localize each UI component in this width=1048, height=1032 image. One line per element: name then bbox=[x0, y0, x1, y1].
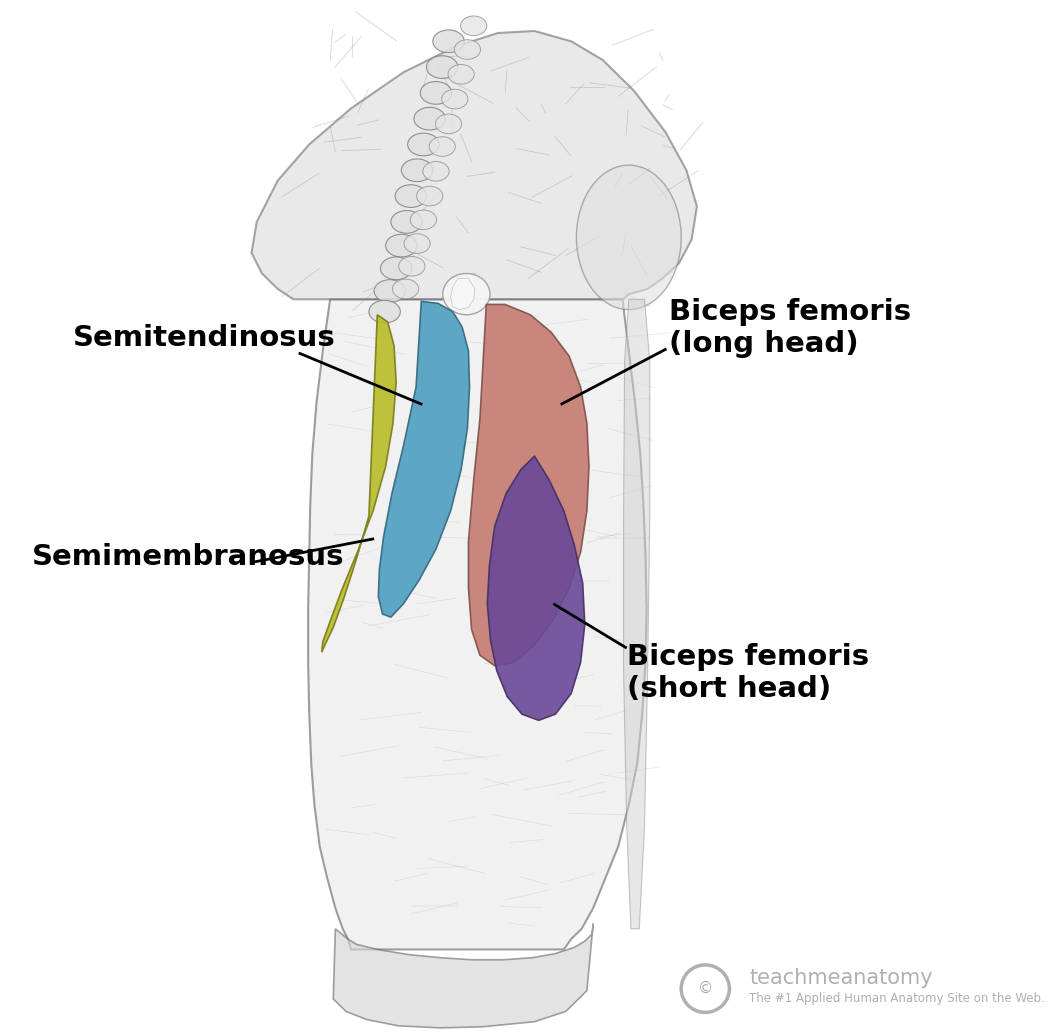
Ellipse shape bbox=[392, 280, 419, 299]
Polygon shape bbox=[624, 299, 650, 929]
Ellipse shape bbox=[442, 273, 490, 315]
Ellipse shape bbox=[410, 209, 437, 229]
Ellipse shape bbox=[433, 30, 464, 53]
Ellipse shape bbox=[429, 136, 455, 156]
Text: Biceps femoris
(long head): Biceps femoris (long head) bbox=[669, 298, 911, 358]
Ellipse shape bbox=[455, 40, 480, 59]
Ellipse shape bbox=[401, 159, 433, 182]
Ellipse shape bbox=[416, 186, 442, 205]
Ellipse shape bbox=[374, 280, 406, 302]
Ellipse shape bbox=[408, 133, 439, 156]
Ellipse shape bbox=[435, 115, 461, 134]
Polygon shape bbox=[378, 301, 470, 617]
Polygon shape bbox=[333, 924, 593, 1028]
Polygon shape bbox=[252, 31, 697, 299]
Text: The #1 Applied Human Anatomy Site on the Web.: The #1 Applied Human Anatomy Site on the… bbox=[749, 993, 1045, 1005]
Ellipse shape bbox=[391, 211, 422, 233]
Ellipse shape bbox=[380, 257, 412, 280]
Ellipse shape bbox=[420, 82, 452, 104]
Text: teachmeanatomy: teachmeanatomy bbox=[749, 968, 933, 989]
Ellipse shape bbox=[422, 161, 449, 182]
Polygon shape bbox=[451, 279, 475, 310]
Polygon shape bbox=[487, 456, 585, 720]
Text: ©: © bbox=[698, 981, 713, 996]
Ellipse shape bbox=[395, 185, 427, 207]
Ellipse shape bbox=[369, 300, 400, 323]
Text: Semitendinosus: Semitendinosus bbox=[73, 324, 336, 353]
Ellipse shape bbox=[403, 234, 431, 254]
Text: Biceps femoris
(short head): Biceps femoris (short head) bbox=[627, 643, 869, 703]
Ellipse shape bbox=[441, 90, 467, 109]
Polygon shape bbox=[322, 315, 396, 652]
Ellipse shape bbox=[576, 165, 681, 310]
Ellipse shape bbox=[449, 64, 474, 85]
Polygon shape bbox=[468, 304, 589, 666]
Ellipse shape bbox=[414, 107, 445, 130]
Text: Semimembranosus: Semimembranosus bbox=[31, 543, 344, 572]
Ellipse shape bbox=[398, 257, 425, 276]
Polygon shape bbox=[308, 299, 647, 949]
Ellipse shape bbox=[427, 56, 458, 78]
Ellipse shape bbox=[386, 234, 417, 257]
Ellipse shape bbox=[461, 17, 486, 36]
